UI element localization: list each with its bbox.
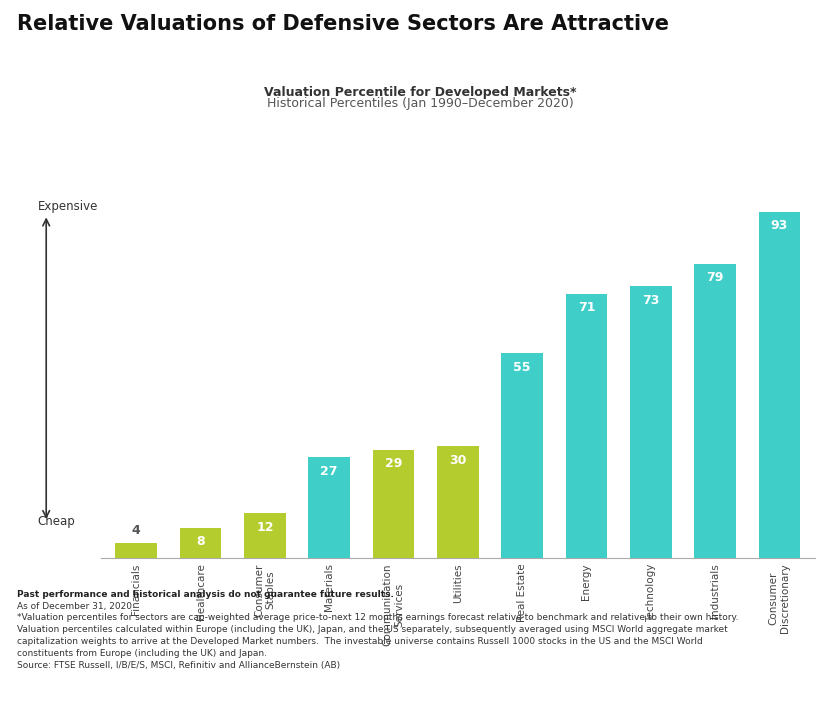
Text: 30: 30 [449, 453, 466, 467]
Text: 93: 93 [771, 220, 788, 232]
Text: Expensive: Expensive [38, 200, 98, 213]
Text: 73: 73 [642, 294, 659, 307]
Text: Historical Percentiles (Jan 1990–December 2020): Historical Percentiles (Jan 1990–Decembe… [266, 97, 574, 109]
Text: capitalization weights to arrive at the Developed Market numbers.  The investabl: capitalization weights to arrive at the … [17, 637, 702, 646]
Bar [501, 353, 543, 558]
Text: As of December 31, 2020: As of December 31, 2020 [17, 602, 132, 611]
Bar [437, 446, 479, 558]
Text: 29: 29 [385, 458, 402, 470]
Text: 55: 55 [513, 360, 531, 374]
Bar [630, 286, 672, 558]
Text: Cheap: Cheap [38, 515, 76, 528]
Bar [759, 212, 801, 558]
Text: Past performance and historical analysis do not guarantee future results.: Past performance and historical analysis… [17, 590, 394, 599]
Bar [244, 513, 286, 558]
Text: Source: FTSE Russell, I/B/E/S, MSCI, Refinitiv and AllianceBernstein (AB): Source: FTSE Russell, I/B/E/S, MSCI, Ref… [17, 661, 340, 670]
Text: 8: 8 [197, 536, 205, 548]
Bar [115, 543, 157, 558]
Text: *Valuation percentiles for sectors are cap-weighted average price-to-next 12 mon: *Valuation percentiles for sectors are c… [17, 613, 738, 623]
Text: Valuation percentiles calculated within Europe (including the UK), Japan, and th: Valuation percentiles calculated within … [17, 625, 727, 634]
Text: 27: 27 [320, 465, 338, 478]
Bar [694, 264, 736, 558]
Text: Relative Valuations of Defensive Sectors Are Attractive: Relative Valuations of Defensive Sectors… [17, 14, 669, 34]
Text: 4: 4 [132, 524, 140, 537]
Bar [308, 458, 350, 558]
Bar [180, 528, 222, 558]
Text: 79: 79 [706, 272, 724, 285]
Text: Valuation Percentile for Developed Markets*: Valuation Percentile for Developed Marke… [264, 86, 576, 99]
Bar [373, 450, 414, 558]
Text: 12: 12 [256, 521, 274, 533]
Text: constituents from Europe (including the UK) and Japan.: constituents from Europe (including the … [17, 649, 267, 658]
Text: 71: 71 [578, 301, 596, 314]
Bar [565, 294, 607, 558]
